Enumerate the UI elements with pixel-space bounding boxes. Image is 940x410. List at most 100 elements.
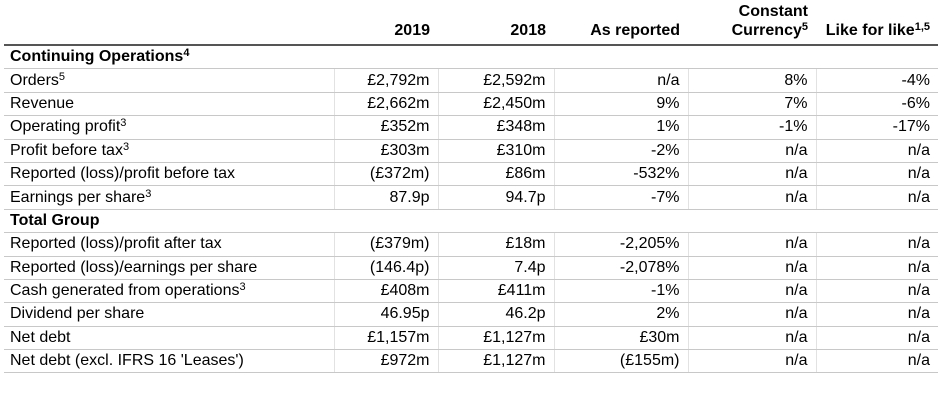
data-row: Reported (loss)/earnings per share (146.4… [4, 256, 938, 280]
cell: -1% [553, 279, 688, 304]
superscript: 3 [239, 281, 246, 294]
cell: 87.9p [333, 185, 438, 210]
row-label: Reported (loss)/profit after tax [4, 232, 334, 257]
cell: n/a [815, 302, 938, 327]
cell: £408m [333, 279, 438, 304]
cell: 46.2p [437, 302, 554, 327]
superscript: 5 [801, 21, 808, 33]
cell: n/a [815, 139, 938, 163]
cell: n/a [687, 256, 816, 280]
cell: n/a [815, 232, 938, 257]
cell: (£155m) [553, 349, 688, 374]
results-table: 2019 2018 As reported Constant Currency5 Lik… [4, 0, 938, 374]
cell: -2,078% [553, 256, 688, 280]
section-row: Continuing Operations4 [4, 45, 938, 70]
row-label: Reported (loss)/profit before tax [4, 162, 334, 187]
data-row: Revenue £2,662m £2,450m 9% 7% -6% [4, 92, 938, 117]
column-header: As reported [554, 0, 688, 46]
cell-text: As reported [590, 22, 680, 39]
cell: £2,592m [437, 68, 554, 93]
row-label: Operating profit3 [4, 115, 334, 140]
cell-text: Reported (loss)/profit before tax [10, 165, 235, 183]
cell: 1% [553, 115, 688, 140]
superscript: 3 [145, 187, 152, 200]
row-label: Cash generated from operations3 [4, 279, 334, 304]
cell-text: Operating profit [10, 118, 121, 136]
section-title: Total Group [4, 209, 938, 234]
cell: £2,662m [333, 92, 438, 117]
cell: 9% [553, 92, 688, 117]
cell: n/a [815, 185, 938, 210]
cell: -2,205% [553, 232, 688, 257]
cell-text: Net debt [10, 328, 71, 346]
cell: £2,792m [333, 68, 438, 93]
data-row: Net debt £1,157m £1,127m £30m n/a n/a [4, 326, 938, 351]
cell: n/a [815, 256, 938, 280]
cell: -4% [815, 68, 938, 93]
cell-text: Earnings per share [10, 188, 146, 206]
section-row: Total Group [4, 209, 938, 234]
cell-text: Cash generated from operations [10, 282, 240, 300]
column-header: 2018 [438, 0, 554, 46]
cell: £30m [553, 326, 688, 351]
row-label: Net debt (excl. IFRS 16 'Leases') [4, 349, 334, 374]
cell: n/a [815, 162, 938, 187]
data-row: Cash generated from operations3 £408m £411… [4, 279, 938, 304]
superscript: 4 [183, 47, 190, 60]
cell-text: 2019 [394, 22, 430, 39]
cell: (£379m) [333, 232, 438, 257]
cell-text: Reported (loss)/earnings per share [10, 258, 258, 276]
cell: 94.7p [437, 185, 554, 210]
cell: (£372m) [333, 162, 438, 187]
cell: n/a [553, 68, 688, 93]
data-row: Profit before tax3 £303m £310m -2% n/a n/a [4, 139, 938, 163]
data-row: Operating profit3 £352m £348m 1% -1% -17% [4, 115, 938, 140]
cell-text: Constant Currency [731, 3, 808, 39]
data-row: Orders5 £2,792m £2,592m n/a 8% -4% [4, 68, 938, 93]
cell-text: Revenue [10, 94, 75, 112]
cell: £352m [333, 115, 438, 140]
data-row: Net debt (excl. IFRS 16 'Leases') £972m £1… [4, 349, 938, 374]
cell: 2% [553, 302, 688, 327]
row-label: Earnings per share3 [4, 185, 334, 210]
cell: -7% [553, 185, 688, 210]
cell-text: Net debt (excl. IFRS 16 'Leases') [10, 352, 244, 370]
cell: n/a [815, 349, 938, 374]
cell-text: Total Group [10, 211, 100, 229]
data-row: Reported (loss)/profit before tax (£372m)… [4, 162, 938, 187]
cell: n/a [687, 185, 816, 210]
cell: n/a [815, 326, 938, 351]
cell: 7% [687, 92, 816, 117]
column-header: 2019 [334, 0, 438, 46]
table-header: 2019 2018 As reported Constant Currency5 Lik… [4, 0, 938, 46]
superscript: 3 [120, 117, 127, 130]
cell: n/a [687, 232, 816, 257]
data-row: Reported (loss)/profit after tax (£379m) £… [4, 232, 938, 257]
row-label: Reported (loss)/earnings per share [4, 256, 334, 280]
superscript: 5 [58, 70, 66, 83]
cell: £310m [437, 139, 554, 163]
superscript: 1,5 [914, 21, 930, 33]
cell: -532% [553, 162, 688, 187]
cell-text: Orders [10, 71, 59, 89]
data-row: Earnings per share3 87.9p 94.7p -7% n/a n/a [4, 185, 938, 210]
row-label: Profit before tax3 [4, 139, 334, 163]
cell: n/a [687, 302, 816, 327]
cell-text: Profit before tax [10, 141, 123, 159]
section-title: Continuing Operations4 [4, 45, 938, 70]
cell: £348m [437, 115, 554, 140]
cell: n/a [687, 279, 816, 304]
cell: 46.95p [333, 302, 438, 327]
cell: n/a [687, 139, 816, 163]
superscript: 3 [122, 140, 130, 153]
header-empty [4, 0, 334, 46]
cell: n/a [815, 279, 938, 304]
cell-text: Continuing Operations [10, 48, 184, 66]
cell: £1,127m [437, 349, 554, 374]
cell: £972m [333, 349, 438, 374]
column-header: Like for like1,5 [816, 0, 938, 46]
cell: £1,157m [333, 326, 438, 351]
table-body: Continuing Operations4 Orders5 £2,792m £2,5… [4, 45, 938, 374]
row-label: Orders5 [4, 68, 334, 93]
